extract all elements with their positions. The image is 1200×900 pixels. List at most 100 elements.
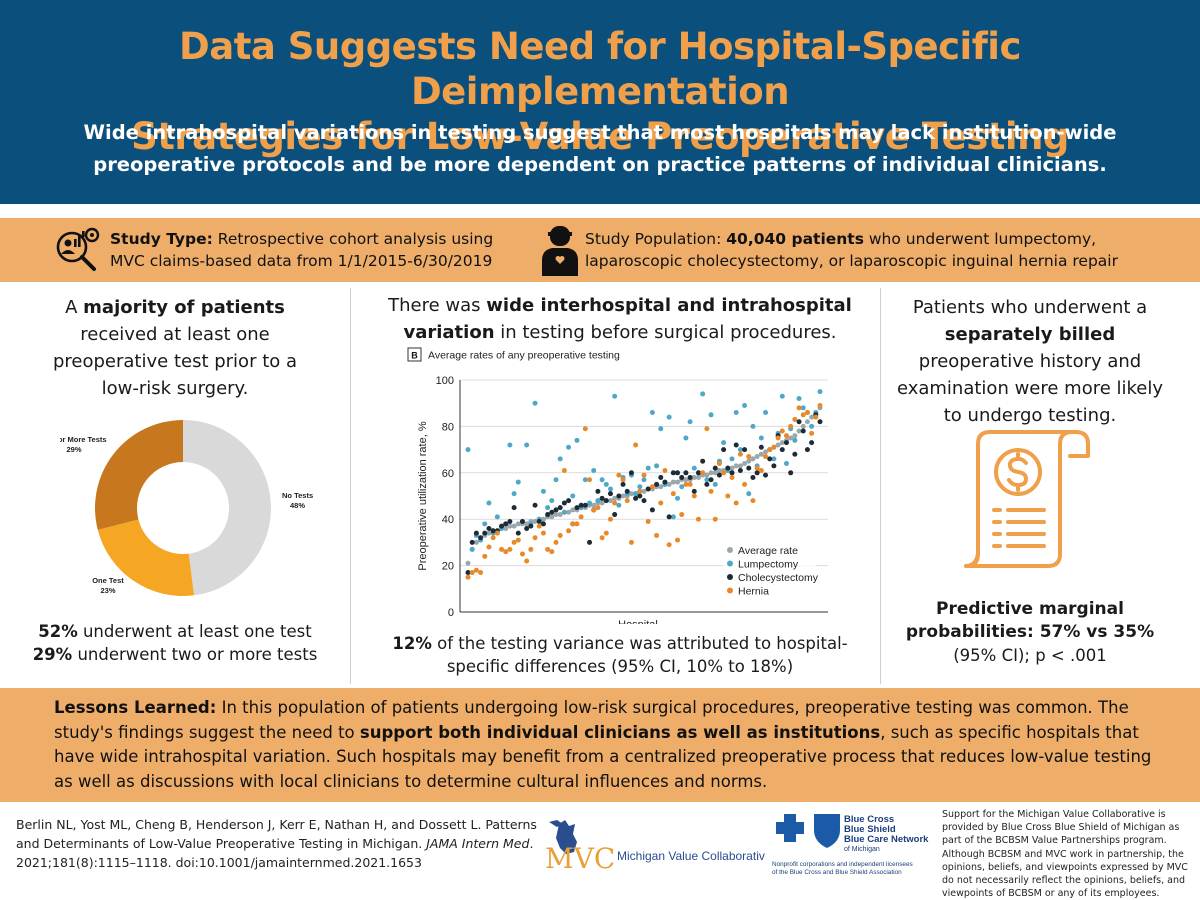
point-cholecystectomy — [649, 507, 655, 513]
point-hernia — [612, 500, 618, 506]
point-hernia — [465, 574, 471, 580]
point-cholecystectomy — [733, 442, 739, 448]
point-lumpectomy — [612, 393, 618, 399]
study-type: Study Type: Retrospective cohort analysi… — [110, 228, 530, 272]
point-cholecystectomy — [754, 470, 760, 476]
point-hernia — [691, 493, 697, 499]
citation-text-b: . 2021;181(8):1115–1118. doi:10.1001/jam… — [16, 836, 534, 870]
point-cholecystectomy — [683, 470, 689, 476]
point-lumpectomy — [574, 437, 580, 443]
panel-divider-left — [350, 288, 351, 684]
mid-head-bold: wide interhospital and intrahospital var… — [403, 295, 852, 343]
point-average-rate — [809, 414, 815, 420]
point-lumpectomy — [557, 456, 563, 462]
point-hernia — [662, 467, 668, 473]
point-average-rate — [800, 423, 806, 429]
lessons-text-b: , such as specific hospitals that have w… — [54, 722, 1152, 791]
point-average-rate — [620, 493, 626, 499]
point-average-rate — [708, 470, 714, 476]
point-lumpectomy — [591, 467, 597, 473]
mid-head-text-b: in testing before surgical procedures. — [494, 322, 837, 343]
point-lumpectomy — [675, 495, 681, 501]
point-average-rate — [704, 472, 710, 478]
point-hernia — [545, 546, 551, 552]
point-hernia — [503, 549, 509, 555]
point-cholecystectomy — [524, 525, 530, 531]
point-hernia — [813, 414, 819, 420]
point-hernia — [536, 523, 542, 529]
donut-slice-two-or-more-tests — [95, 420, 183, 530]
point-hernia — [599, 535, 605, 541]
point-lumpectomy — [687, 419, 693, 425]
point-lumpectomy — [641, 477, 647, 483]
citation-text-a: Berlin NL, Yost ML, Cheng B, Henderson J… — [16, 817, 537, 851]
point-lumpectomy — [758, 435, 764, 441]
point-hernia — [666, 542, 672, 548]
point-lumpectomy — [649, 409, 655, 415]
point-average-rate — [524, 521, 530, 527]
study-type-text: Retrospective cohort analysis using MVC … — [110, 230, 494, 270]
point-lumpectomy — [553, 477, 559, 483]
left-head-text-b: received at least one preoperative test … — [52, 324, 298, 399]
point-lumpectomy — [511, 491, 517, 497]
point-lumpectomy — [779, 393, 785, 399]
point-hernia — [708, 488, 714, 494]
point-lumpectomy — [771, 456, 777, 462]
point-cholecystectomy — [469, 539, 475, 545]
lessons-learned-text: Lessons Learned: In this population of p… — [54, 696, 1154, 794]
point-lumpectomy — [595, 498, 601, 504]
stat2-value: 29% — [32, 645, 73, 664]
point-hernia — [620, 477, 626, 483]
point-cholecystectomy — [691, 488, 697, 494]
point-average-rate — [591, 502, 597, 508]
lessons-learned-strip: Lessons Learned: In this population of p… — [0, 688, 1200, 802]
point-hernia — [704, 426, 710, 432]
point-cholecystectomy — [721, 447, 727, 453]
bill-dollar-icon — [964, 430, 1090, 568]
point-average-rate — [788, 435, 794, 441]
point-hernia — [532, 535, 538, 541]
point-hernia — [742, 481, 748, 487]
point-cholecystectomy — [574, 505, 580, 511]
point-hernia — [507, 546, 513, 552]
point-hernia — [804, 409, 810, 415]
lessons-bold: support both individual clinicians as we… — [359, 722, 881, 742]
point-lumpectomy — [549, 498, 555, 504]
point-lumpectomy — [733, 409, 739, 415]
legend-marker — [727, 560, 733, 567]
point-hernia — [603, 530, 609, 536]
point-average-rate — [553, 512, 559, 518]
point-hernia — [729, 474, 735, 480]
point-average-rate — [515, 521, 521, 527]
point-lumpectomy — [515, 479, 521, 485]
point-hernia — [763, 454, 769, 460]
point-cholecystectomy — [637, 493, 643, 499]
point-average-rate — [758, 451, 764, 457]
point-cholecystectomy — [582, 502, 588, 508]
study-pop-label: Study Population: — [585, 230, 727, 248]
point-hernia — [670, 491, 676, 497]
point-cholecystectomy — [700, 458, 706, 464]
panel-divider-right — [880, 288, 881, 684]
point-average-rate — [557, 512, 563, 518]
point-cholecystectomy — [545, 512, 551, 518]
y-tick-label: 100 — [436, 375, 454, 387]
point-cholecystectomy — [603, 498, 609, 504]
point-lumpectomy — [507, 442, 513, 448]
mvc-name: Michigan Value Collaborative — [617, 849, 765, 863]
point-lumpectomy — [683, 435, 689, 441]
point-average-rate — [570, 507, 576, 513]
point-average-rate — [503, 525, 509, 531]
point-hernia — [607, 516, 613, 522]
legend-marker — [727, 587, 733, 594]
point-hernia — [587, 477, 593, 483]
point-hernia — [557, 532, 563, 538]
point-average-rate — [628, 491, 634, 497]
donut-pct-label: 23% — [100, 586, 115, 595]
point-cholecystectomy — [716, 472, 722, 478]
donut-slice-no-tests — [183, 420, 272, 596]
point-cholecystectomy — [788, 470, 794, 476]
point-cholecystectomy — [620, 481, 626, 487]
point-average-rate — [746, 458, 752, 464]
study-pop-count: 40,040 patients — [726, 230, 864, 248]
